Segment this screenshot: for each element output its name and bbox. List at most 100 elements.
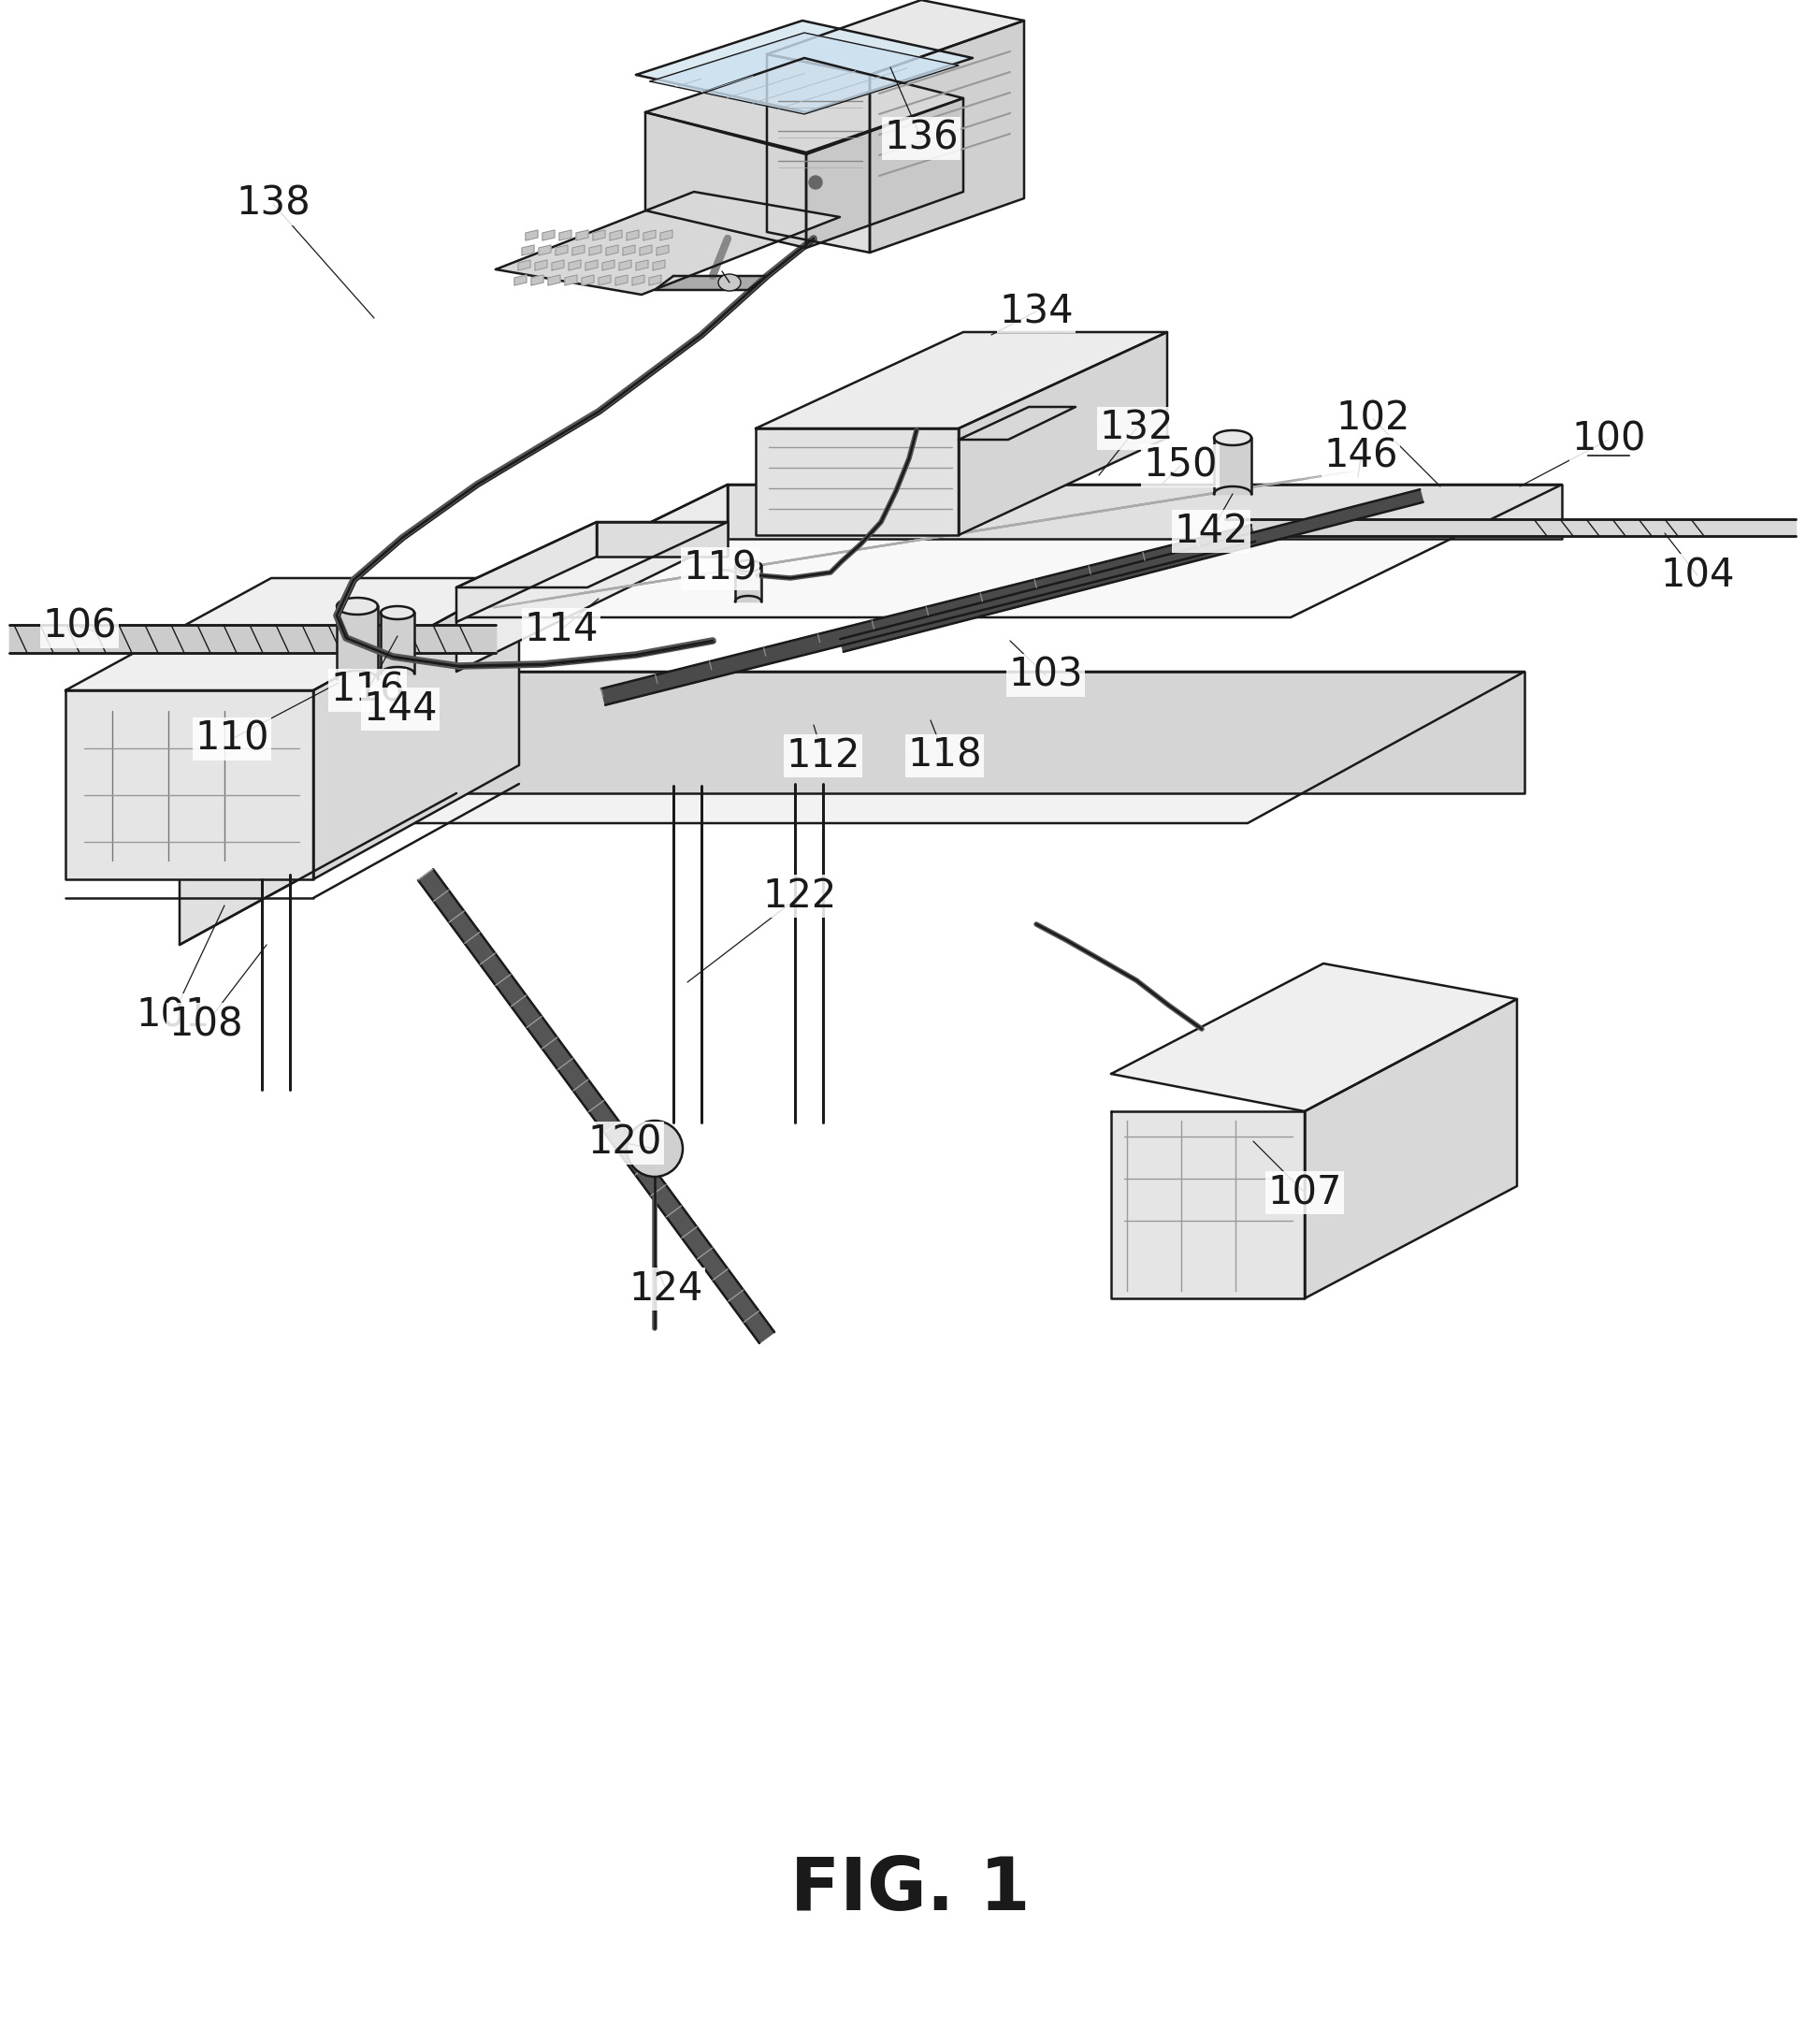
Text: 144: 144 xyxy=(364,690,437,728)
Polygon shape xyxy=(1214,430,1252,446)
Polygon shape xyxy=(639,245,652,256)
Text: 142: 142 xyxy=(1174,511,1249,552)
Polygon shape xyxy=(599,276,612,286)
Polygon shape xyxy=(597,521,728,556)
Polygon shape xyxy=(610,229,622,241)
Circle shape xyxy=(810,176,823,189)
Polygon shape xyxy=(593,229,604,241)
Text: 107: 107 xyxy=(1267,1172,1341,1213)
Polygon shape xyxy=(755,428,959,535)
Polygon shape xyxy=(551,260,564,270)
Text: 119: 119 xyxy=(682,550,757,588)
Polygon shape xyxy=(542,229,555,241)
Polygon shape xyxy=(650,276,661,286)
Text: 116: 116 xyxy=(331,671,404,710)
Polygon shape xyxy=(766,55,870,254)
Polygon shape xyxy=(564,276,577,286)
Polygon shape xyxy=(568,260,581,270)
Polygon shape xyxy=(1214,438,1252,495)
Text: 106: 106 xyxy=(42,606,116,647)
Text: 112: 112 xyxy=(786,736,861,775)
Polygon shape xyxy=(959,408,1076,440)
Polygon shape xyxy=(313,578,519,880)
Polygon shape xyxy=(646,112,806,247)
Text: 120: 120 xyxy=(588,1124,662,1162)
Polygon shape xyxy=(548,276,561,286)
Polygon shape xyxy=(9,625,495,653)
Text: 108: 108 xyxy=(169,1004,244,1044)
Text: 138: 138 xyxy=(237,185,311,223)
Polygon shape xyxy=(806,97,963,247)
Text: 146: 146 xyxy=(1323,436,1398,477)
Text: 101: 101 xyxy=(136,996,209,1034)
Text: 136: 136 xyxy=(885,120,959,158)
Polygon shape xyxy=(619,260,632,270)
Polygon shape xyxy=(735,560,761,572)
Polygon shape xyxy=(457,485,1562,617)
Polygon shape xyxy=(531,276,544,286)
Text: FIG. 1: FIG. 1 xyxy=(790,1854,1030,1925)
Text: 134: 134 xyxy=(999,292,1074,331)
Polygon shape xyxy=(1110,1111,1305,1298)
Ellipse shape xyxy=(719,274,741,290)
Text: 103: 103 xyxy=(1008,655,1083,696)
Polygon shape xyxy=(646,59,963,152)
Polygon shape xyxy=(457,671,1525,793)
Text: 104: 104 xyxy=(1660,556,1734,594)
Polygon shape xyxy=(615,276,628,286)
Polygon shape xyxy=(650,32,959,114)
Polygon shape xyxy=(571,245,584,256)
Polygon shape xyxy=(555,245,568,256)
Polygon shape xyxy=(657,245,668,256)
Polygon shape xyxy=(9,625,495,653)
Polygon shape xyxy=(622,245,635,256)
Polygon shape xyxy=(419,870,775,1343)
Text: 102: 102 xyxy=(1336,400,1410,438)
Polygon shape xyxy=(959,333,1167,535)
Polygon shape xyxy=(337,598,379,614)
Polygon shape xyxy=(606,245,619,256)
Polygon shape xyxy=(586,260,597,270)
Polygon shape xyxy=(626,229,639,241)
Polygon shape xyxy=(519,260,530,270)
Polygon shape xyxy=(1110,963,1518,1111)
Polygon shape xyxy=(582,276,593,286)
Polygon shape xyxy=(735,566,761,602)
Polygon shape xyxy=(653,260,664,270)
Polygon shape xyxy=(495,193,839,294)
Polygon shape xyxy=(66,578,519,690)
Text: 150: 150 xyxy=(1143,446,1218,485)
Polygon shape xyxy=(457,521,728,588)
Polygon shape xyxy=(635,20,972,112)
Polygon shape xyxy=(337,606,379,679)
Polygon shape xyxy=(180,671,1525,823)
Polygon shape xyxy=(515,276,526,286)
Polygon shape xyxy=(644,229,655,241)
Polygon shape xyxy=(380,612,415,673)
Polygon shape xyxy=(755,333,1167,428)
Polygon shape xyxy=(380,606,415,619)
Polygon shape xyxy=(522,245,533,256)
Polygon shape xyxy=(180,671,457,945)
Polygon shape xyxy=(635,260,648,270)
Polygon shape xyxy=(66,690,313,880)
Text: 122: 122 xyxy=(763,876,837,917)
Polygon shape xyxy=(632,276,644,286)
Polygon shape xyxy=(1225,519,1796,535)
Polygon shape xyxy=(602,260,615,270)
Polygon shape xyxy=(535,260,548,270)
Circle shape xyxy=(626,1121,682,1176)
Polygon shape xyxy=(457,485,728,671)
Polygon shape xyxy=(601,525,1256,706)
Text: 132: 132 xyxy=(1099,410,1174,448)
Text: 110: 110 xyxy=(195,720,269,758)
Polygon shape xyxy=(728,485,1562,539)
Polygon shape xyxy=(766,0,1025,75)
Polygon shape xyxy=(870,20,1025,254)
Polygon shape xyxy=(539,245,551,256)
Text: 124: 124 xyxy=(628,1270,703,1308)
Polygon shape xyxy=(1305,1000,1518,1298)
Polygon shape xyxy=(526,229,537,241)
Text: 100: 100 xyxy=(1571,420,1645,458)
Polygon shape xyxy=(655,276,766,290)
